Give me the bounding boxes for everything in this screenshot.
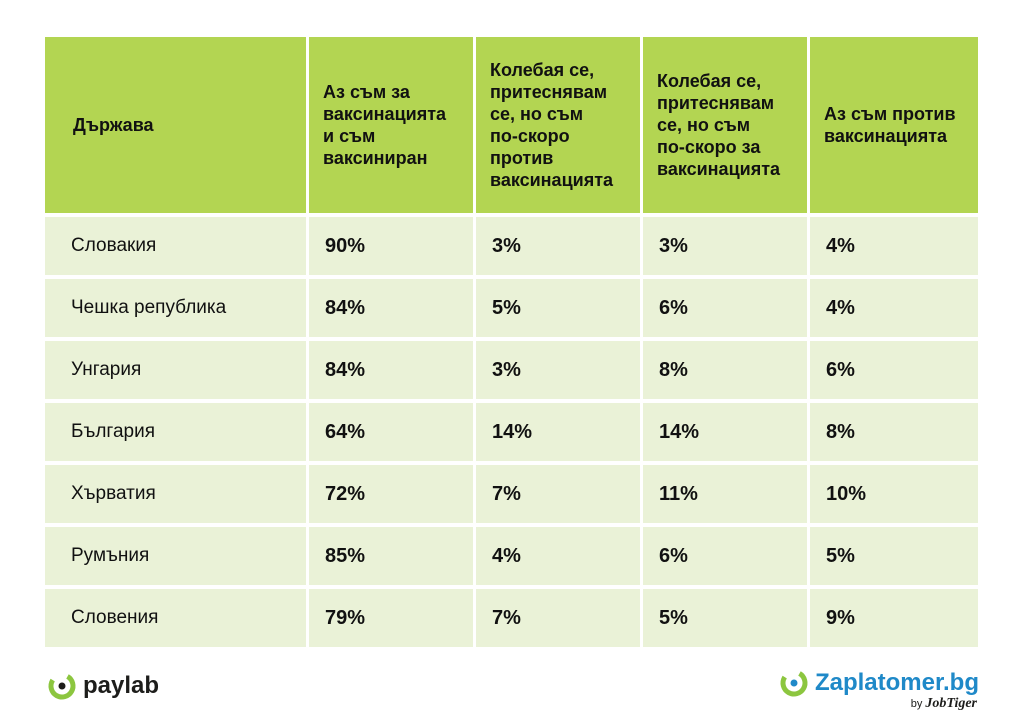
cell-country: Румъния: [45, 527, 309, 585]
table-row: Унгария 84% 3% 8% 6%: [45, 341, 978, 399]
header-vaccinated: Аз съм за ваксинацията и съм ваксиниран: [309, 37, 476, 213]
cell-value: 64%: [309, 403, 476, 461]
table-header: Държава Аз съм за ваксинацията и съм вак…: [45, 37, 978, 213]
cell-value: 84%: [309, 341, 476, 399]
cell-value: 3%: [476, 217, 643, 275]
cell-value: 6%: [643, 279, 810, 337]
cell-value: 10%: [810, 465, 978, 523]
cell-value: 5%: [810, 527, 978, 585]
cell-value: 7%: [476, 589, 643, 647]
cell-value: 4%: [810, 217, 978, 275]
table-row: Словакия 90% 3% 3% 4%: [45, 217, 978, 275]
cell-country: България: [45, 403, 309, 461]
cell-value: 72%: [309, 465, 476, 523]
cell-value: 9%: [810, 589, 978, 647]
cell-value: 6%: [643, 527, 810, 585]
cell-value: 5%: [476, 279, 643, 337]
table-row: България 64% 14% 14% 8%: [45, 403, 978, 461]
cell-value: 3%: [643, 217, 810, 275]
cell-value: 85%: [309, 527, 476, 585]
header-text: Аз съм против ваксинацията: [824, 104, 956, 146]
vaccination-table: Държава Аз съм за ваксинацията и съм вак…: [45, 37, 978, 647]
cell-value: 8%: [643, 341, 810, 399]
cell-value: 79%: [309, 589, 476, 647]
cell-value: 7%: [476, 465, 643, 523]
cell-value: 6%: [810, 341, 978, 399]
paylab-logo: paylab: [47, 668, 159, 704]
cell-value: 11%: [643, 465, 810, 523]
header-hesitant-against: Колебая се, притеснявам се, но съм по-ск…: [476, 37, 643, 213]
header-hesitant-for: Колебая се, притеснявам се, но съм по-ск…: [643, 37, 810, 213]
header-text: Аз съм за ваксинацията и съм ваксиниран: [323, 82, 447, 168]
cell-value: 14%: [476, 403, 643, 461]
cell-value: 5%: [643, 589, 810, 647]
cell-country: Хърватия: [45, 465, 309, 523]
cell-country: Словакия: [45, 217, 309, 275]
cell-value: 3%: [476, 341, 643, 399]
header-text: Колебая се, притеснявам се, но съм по-ск…: [657, 71, 781, 179]
header-text: Държава: [73, 115, 154, 135]
table-row: Румъния 85% 4% 6% 5%: [45, 527, 978, 585]
header-country: Държава: [45, 37, 309, 213]
cell-country: Словения: [45, 589, 309, 647]
zaplatomer-logo: Zaplatomer.bg by JobTiger: [779, 668, 979, 712]
cell-value: 4%: [810, 279, 978, 337]
zaplatomer-wordmark: Zaplatomer.bg: [814, 669, 979, 696]
paylab-wordmark: paylab: [83, 672, 160, 699]
cell-value: 4%: [476, 527, 643, 585]
cell-country: Чешка република: [45, 279, 309, 337]
paylab-logo-icon: [48, 672, 76, 700]
header-text: Колебая се, притеснявам се, но съм по-ск…: [490, 60, 614, 190]
cell-value: 90%: [309, 217, 476, 275]
cell-country: Унгария: [45, 341, 309, 399]
table-row: Словения 79% 7% 5% 9%: [45, 589, 978, 647]
header-against: Аз съм против ваксинацията: [810, 37, 978, 213]
cell-value: 8%: [810, 403, 978, 461]
table-row: Чешка република 84% 5% 6% 4%: [45, 279, 978, 337]
cell-value: 84%: [309, 279, 476, 337]
table-row: Хърватия 72% 7% 11% 10%: [45, 465, 978, 523]
jobtiger-byline: by JobTiger: [910, 696, 977, 711]
zaplatomer-logo-icon: [780, 669, 808, 697]
cell-value: 14%: [643, 403, 810, 461]
